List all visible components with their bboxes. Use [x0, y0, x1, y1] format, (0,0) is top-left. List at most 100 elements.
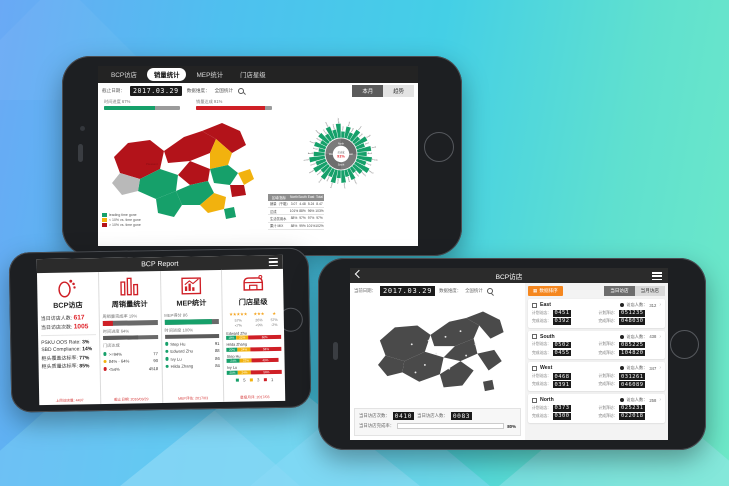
- table-row: 生活饮用水 88% 97% 97% 97%: [268, 214, 324, 223]
- progress-sales-caption: 销量达成 91%: [196, 99, 223, 104]
- metric-key: 计划拜访：: [598, 374, 618, 379]
- person-stacked-bar: 18% 22% 60%: [226, 335, 282, 341]
- hamburger-icon[interactable]: [652, 272, 662, 280]
- page-title: BCP Report: [141, 260, 179, 268]
- column-footer: 星级月评: 2017/03: [240, 395, 270, 400]
- china-map-choropleth[interactable]: Pleasant leading time gone < 10% vs. tim…: [98, 113, 266, 231]
- region-people: 访店人数： 438: [620, 334, 656, 340]
- tab-mep-stats[interactable]: MEP统计: [196, 72, 224, 79]
- metric-value: 0468: [552, 373, 571, 380]
- date-value[interactable]: 2017.03.29: [129, 85, 182, 96]
- table-row: 销量（千箱） 3.07 4.48 5.24 8.47: [268, 200, 324, 208]
- report-column-1[interactable]: 周销量统计 周销量完成率 19% 时间进度 64% 门店达成 >=94% 77 84% …: [98, 270, 163, 405]
- summary-visits-value: 0410: [392, 412, 415, 420]
- search-icon[interactable]: [238, 87, 245, 94]
- metric-value: 0451: [552, 310, 571, 317]
- titlebar-right: BCP访店: [350, 268, 668, 283]
- list-item-value: 86: [215, 355, 220, 361]
- people-value: 438: [649, 334, 657, 340]
- svg-text:Area5: Area5: [358, 133, 363, 138]
- list-item-label: Hilda Zhang: [170, 363, 194, 369]
- list-item-label: <54%: [108, 366, 120, 372]
- scope-label: 数据维度：: [439, 288, 462, 293]
- kv-value: 617: [73, 314, 85, 322]
- metric-value: 031261: [619, 373, 645, 380]
- report-column-0[interactable]: BCP访店 当日访店人数: 617 当日访店次数: 1005 PSKU OOS Rat…: [36, 272, 102, 406]
- progress-time-track: [104, 106, 180, 110]
- tab-store-rating[interactable]: 门店星级: [240, 72, 266, 79]
- report-column-3[interactable]: 门店星级 ★★★★★ 57% <7% ★★★ 26% +9% ★ 57% -2% Edward Zh…: [222, 269, 285, 402]
- legend-item: < 10% vs. time gone: [102, 218, 141, 222]
- people-label: 访店人数：: [626, 333, 648, 339]
- bar-chart-icon: [102, 275, 157, 298]
- scope-value[interactable]: 全国统计: [214, 87, 234, 93]
- region-list-panel[interactable]: ▦ 数据排序 当日访店 当月访店 East 访店人数： 312: [525, 283, 668, 440]
- metric-value: 104820: [619, 349, 645, 357]
- list-item: 84% - 64% 90: [103, 358, 158, 364]
- scope-value[interactable]: 全国统计: [465, 288, 483, 293]
- segment-month-visits[interactable]: 当月访店: [634, 286, 665, 296]
- chevron-right-icon[interactable]: ›: [659, 397, 661, 404]
- summary-rate-label: 当日访店完成率：: [359, 423, 395, 428]
- map-legend: leading time gone < 10% vs. time gone > …: [102, 212, 141, 227]
- legend-label-red: > 10% vs. time gone: [109, 223, 141, 227]
- summary-rate-track: [397, 423, 505, 429]
- date-value[interactable]: 2017.03.29: [379, 286, 436, 296]
- china-map-dark[interactable]: [350, 299, 525, 397]
- svg-text:Area7: Area7: [364, 141, 369, 145]
- home-button[interactable]: [670, 330, 699, 359]
- report-column-2[interactable]: MEP统计 MEP得分 86 时间进度 100% Step Hu 91 Edward …: [160, 269, 225, 403]
- status-dot-icon: [103, 359, 107, 364]
- region-card[interactable]: East 访店人数： 312 › 计划访店： 0451 计划拜访： 051235 完成访…: [528, 299, 665, 328]
- rating-legend: 5 3 1: [227, 377, 282, 383]
- metric-cell: 计划访店： 0373: [532, 405, 595, 412]
- chevron-right-icon[interactable]: ›: [659, 365, 661, 372]
- progress-time-caption: 时间进度 67%: [104, 99, 131, 104]
- svg-text:Area26: Area26: [308, 152, 314, 155]
- tab-bcp-visit[interactable]: BCP访店: [111, 72, 137, 79]
- chevron-right-icon[interactable]: ›: [659, 333, 661, 340]
- metric-cell: 计划访店： 0451: [532, 310, 595, 317]
- hamburger-icon[interactable]: [268, 257, 278, 267]
- home-button[interactable]: [424, 132, 454, 162]
- legend-item: > 10% vs. time gone: [102, 223, 141, 227]
- stack-segment: 56%: [251, 369, 282, 375]
- svg-text:Area4: Area4: [357, 125, 362, 130]
- metric-value: 0392: [552, 318, 571, 325]
- table-cell: 88%: [289, 214, 299, 223]
- content-top: Pleasant leading time gone < 10% vs. tim…: [98, 113, 418, 231]
- table-body: 销量（千箱） 3.07 4.48 5.24 8.47 达成 101% 88% 96% 103% 生活…: [268, 200, 324, 231]
- segment-this-month[interactable]: 本月: [352, 84, 384, 97]
- segment-today-visits[interactable]: 当日访店: [604, 286, 635, 296]
- svg-text:Area25: Area25: [303, 158, 309, 162]
- search-icon[interactable]: [486, 288, 493, 294]
- region-card[interactable]: West 访店人数： 347 › 计划访店： 0468 计划拜访： 031261 完成访…: [528, 362, 665, 392]
- region-people: 访店人数： 258: [620, 397, 656, 403]
- region-card[interactable]: North 访店人数： 258 › 计划访店： 0373 计划拜访： 025231 完成…: [528, 394, 665, 423]
- china-map-dark-svg: [377, 311, 504, 392]
- stack-segment: 24%: [237, 347, 251, 352]
- chevron-left-icon[interactable]: [354, 269, 364, 279]
- list-item: <54% 4518: [103, 366, 158, 372]
- star-group: ★ 57% -2%: [270, 311, 278, 329]
- stack-segment: 56%: [250, 346, 282, 352]
- legend-label: 5: [243, 377, 246, 383]
- metric-cell: 计划拜访： 031261: [599, 373, 662, 380]
- table-col-header: East: [306, 193, 316, 201]
- sort-button[interactable]: ▦ 数据排序: [528, 286, 563, 296]
- svg-text:Area11: Area11: [366, 162, 372, 167]
- chevron-right-icon[interactable]: ›: [659, 302, 661, 308]
- metric-key: 完成访店：: [532, 318, 551, 323]
- list-title: 门店达成: [102, 342, 120, 348]
- metric-key: 完成拜访：: [598, 350, 618, 355]
- list-item-label: >=94%: [108, 351, 122, 357]
- table-row: 达成 101% 88% 96% 103%: [268, 207, 324, 216]
- tab-sales-stats[interactable]: 销量统计: [146, 68, 187, 81]
- table-cell: 99%: [298, 222, 307, 231]
- svg-text:Area1: Area1: [341, 126, 344, 131]
- metric-row: SBD Compliance: 14%: [41, 346, 93, 354]
- region-card[interactable]: South 访店人数： 438 › 计划访店： 0502 计划拜访： 085225 完成…: [528, 330, 665, 360]
- segment-trend[interactable]: 趋势: [383, 84, 414, 97]
- legend-item: leading time gone: [102, 213, 141, 217]
